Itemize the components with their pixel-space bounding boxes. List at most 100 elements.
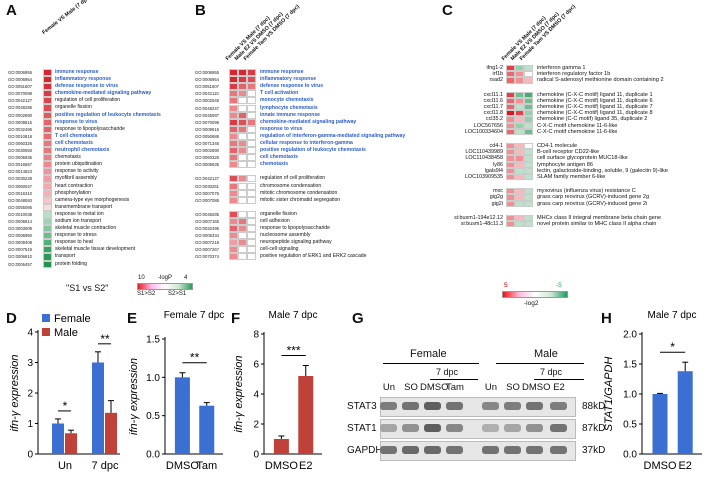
- heatmap-cell: [524, 91, 533, 98]
- go-id: GO:0042127: [8, 98, 32, 104]
- go-id: GO:0014823: [8, 169, 32, 175]
- gene-description: grass carp reovirus (GCRV)-induced gene …: [537, 200, 648, 207]
- heatmap-cell: [238, 225, 247, 233]
- gene-symbol: cxcl11.7: [483, 104, 503, 110]
- heatmap-cell: [506, 104, 515, 111]
- go-term: immune response: [260, 69, 304, 75]
- table-row: GO:0007155 cell adhesion: [195, 217, 290, 225]
- table-row: GO:0042110 T cell activation: [195, 90, 298, 98]
- blot-band: [504, 424, 521, 432]
- heatmap-cell: [515, 149, 524, 156]
- heatmap-cell: [43, 239, 52, 247]
- go-term: inflammatory response: [55, 76, 112, 83]
- chart-title: Female 7 dpc: [164, 310, 225, 321]
- panel-letter-c: C: [442, 2, 453, 19]
- go-id: GO:0032496: [8, 126, 32, 132]
- table-row: GO:0048285 organelle fission: [195, 210, 297, 218]
- table-row: GO:0070098 chemokine-mediated signaling p…: [195, 118, 356, 126]
- table-row: GO:0051607 defense response to virus: [195, 83, 323, 91]
- band-name: STAT1: [347, 423, 377, 434]
- blot-band: [446, 446, 463, 454]
- panel-letter-b: B: [195, 2, 206, 19]
- heatmap-cell: [238, 161, 247, 169]
- list-item: ifng1-2 interferon gamma 1: [448, 65, 586, 72]
- blot-band: [446, 402, 463, 410]
- y-tick-label: 4: [27, 328, 33, 339]
- heatmap-cell: [515, 110, 524, 117]
- x-tick-label: DMSO: [166, 460, 199, 472]
- table-row: GO:0006334 nucleosome assembly: [195, 232, 311, 240]
- blot-band: [380, 402, 397, 410]
- heatmap-cell: [43, 232, 52, 240]
- heatmap-cell: [515, 122, 524, 129]
- heatmap-cell: [43, 76, 52, 84]
- heatmap-cell: [238, 246, 247, 254]
- go-term: neutrophil chemotaxis: [55, 147, 110, 154]
- heatmap-cell: [524, 174, 533, 181]
- heatmap-cell: [229, 125, 238, 133]
- gene-description: chemokine (C-X-C motif) ligand 11, dupli…: [537, 104, 653, 110]
- table-row: GO:0060326 cell chemotaxis: [195, 154, 298, 162]
- gene-symbol: cxcl11.1: [483, 91, 503, 98]
- go-term: lymphocyte chemotaxis: [260, 104, 318, 111]
- legend-c-min: -5: [556, 282, 562, 289]
- heatmap-cell: [506, 97, 515, 104]
- go-term: cellular response to interferon-gamma: [260, 140, 353, 146]
- heatmap-cell: [524, 155, 533, 162]
- gene-symbol: ccl35.2: [485, 116, 503, 123]
- lane-label: E2: [553, 382, 565, 393]
- go-term: positive regulation of leukocyte chemota…: [55, 111, 161, 118]
- gene-description: chemokine (C-X-C motif) ligand 11, dupli…: [537, 97, 653, 104]
- gene-symbol: cd4-1: [489, 143, 504, 149]
- heatmap-cell: [238, 217, 247, 225]
- heatmap-cell: [229, 217, 238, 225]
- heatmap-cell: [238, 189, 247, 197]
- heatmap-cell: [43, 203, 52, 211]
- band-weight: 88kD: [582, 401, 606, 412]
- blot-band: [504, 402, 521, 410]
- go-term: skeletal muscle contraction: [55, 225, 117, 232]
- blot-band: [482, 446, 499, 454]
- panel-letter-d: D: [6, 310, 17, 327]
- female-bracket: [383, 363, 479, 364]
- go-term: chemokine-mediated signaling pathway: [55, 90, 152, 97]
- go-id: GO:0016310: [8, 190, 32, 196]
- heatmap-cell: [506, 214, 515, 221]
- heatmap-cell: [506, 116, 515, 123]
- heatmap-cell: [247, 232, 256, 240]
- go-id: GO:0060326: [195, 155, 219, 161]
- gene-description: C-X-C motif chemokine 11-6-like: [537, 122, 618, 129]
- legend-a-max: 10: [138, 275, 145, 281]
- list-item: LOC110439989 B-cell receptor CD22-like: [448, 149, 600, 156]
- y-tick-label: 0: [253, 450, 259, 461]
- heatmap-cell: [506, 71, 515, 78]
- go-term: nucleosome assembly: [260, 232, 311, 239]
- y-tick-label: 8: [253, 330, 259, 341]
- legend-a-caption: "S1 vs S2": [66, 283, 109, 293]
- x-tick-label: DMSO: [644, 460, 677, 472]
- heatmap-cell: [515, 97, 524, 104]
- heatmap-cell: [43, 161, 52, 169]
- heatmap-cell: [238, 154, 247, 162]
- heatmap-cell: [238, 253, 247, 261]
- table-row: GO:0070374 positive regulation of ERK1 an…: [195, 253, 366, 261]
- go-id: GO:0007155: [195, 218, 219, 224]
- heatmap-cell: [43, 260, 52, 268]
- heatmap-cell: [247, 253, 256, 261]
- heatmap-cell: [238, 97, 247, 105]
- heatmap-cell: [43, 90, 52, 98]
- blot-band: [526, 402, 543, 410]
- panel-letter-e: E: [127, 310, 138, 327]
- gene-description: B-cell receptor CD22-like: [537, 149, 600, 156]
- blot-band: [402, 446, 419, 454]
- table-row: GO:0032496 response to lipopolysaccharide: [195, 225, 330, 233]
- bar: [105, 412, 117, 454]
- significance-mark: **: [100, 332, 110, 346]
- heatmap-cell: [229, 239, 238, 247]
- y-axis-label: STAT1/GAPDH: [603, 357, 615, 432]
- heatmap-cell: [506, 174, 515, 181]
- heatmap-cell: [515, 155, 524, 162]
- y-tick-label: 1: [27, 419, 33, 430]
- table-row: GO:0006955 immune response: [195, 69, 304, 77]
- go-term: response to activity: [55, 168, 99, 175]
